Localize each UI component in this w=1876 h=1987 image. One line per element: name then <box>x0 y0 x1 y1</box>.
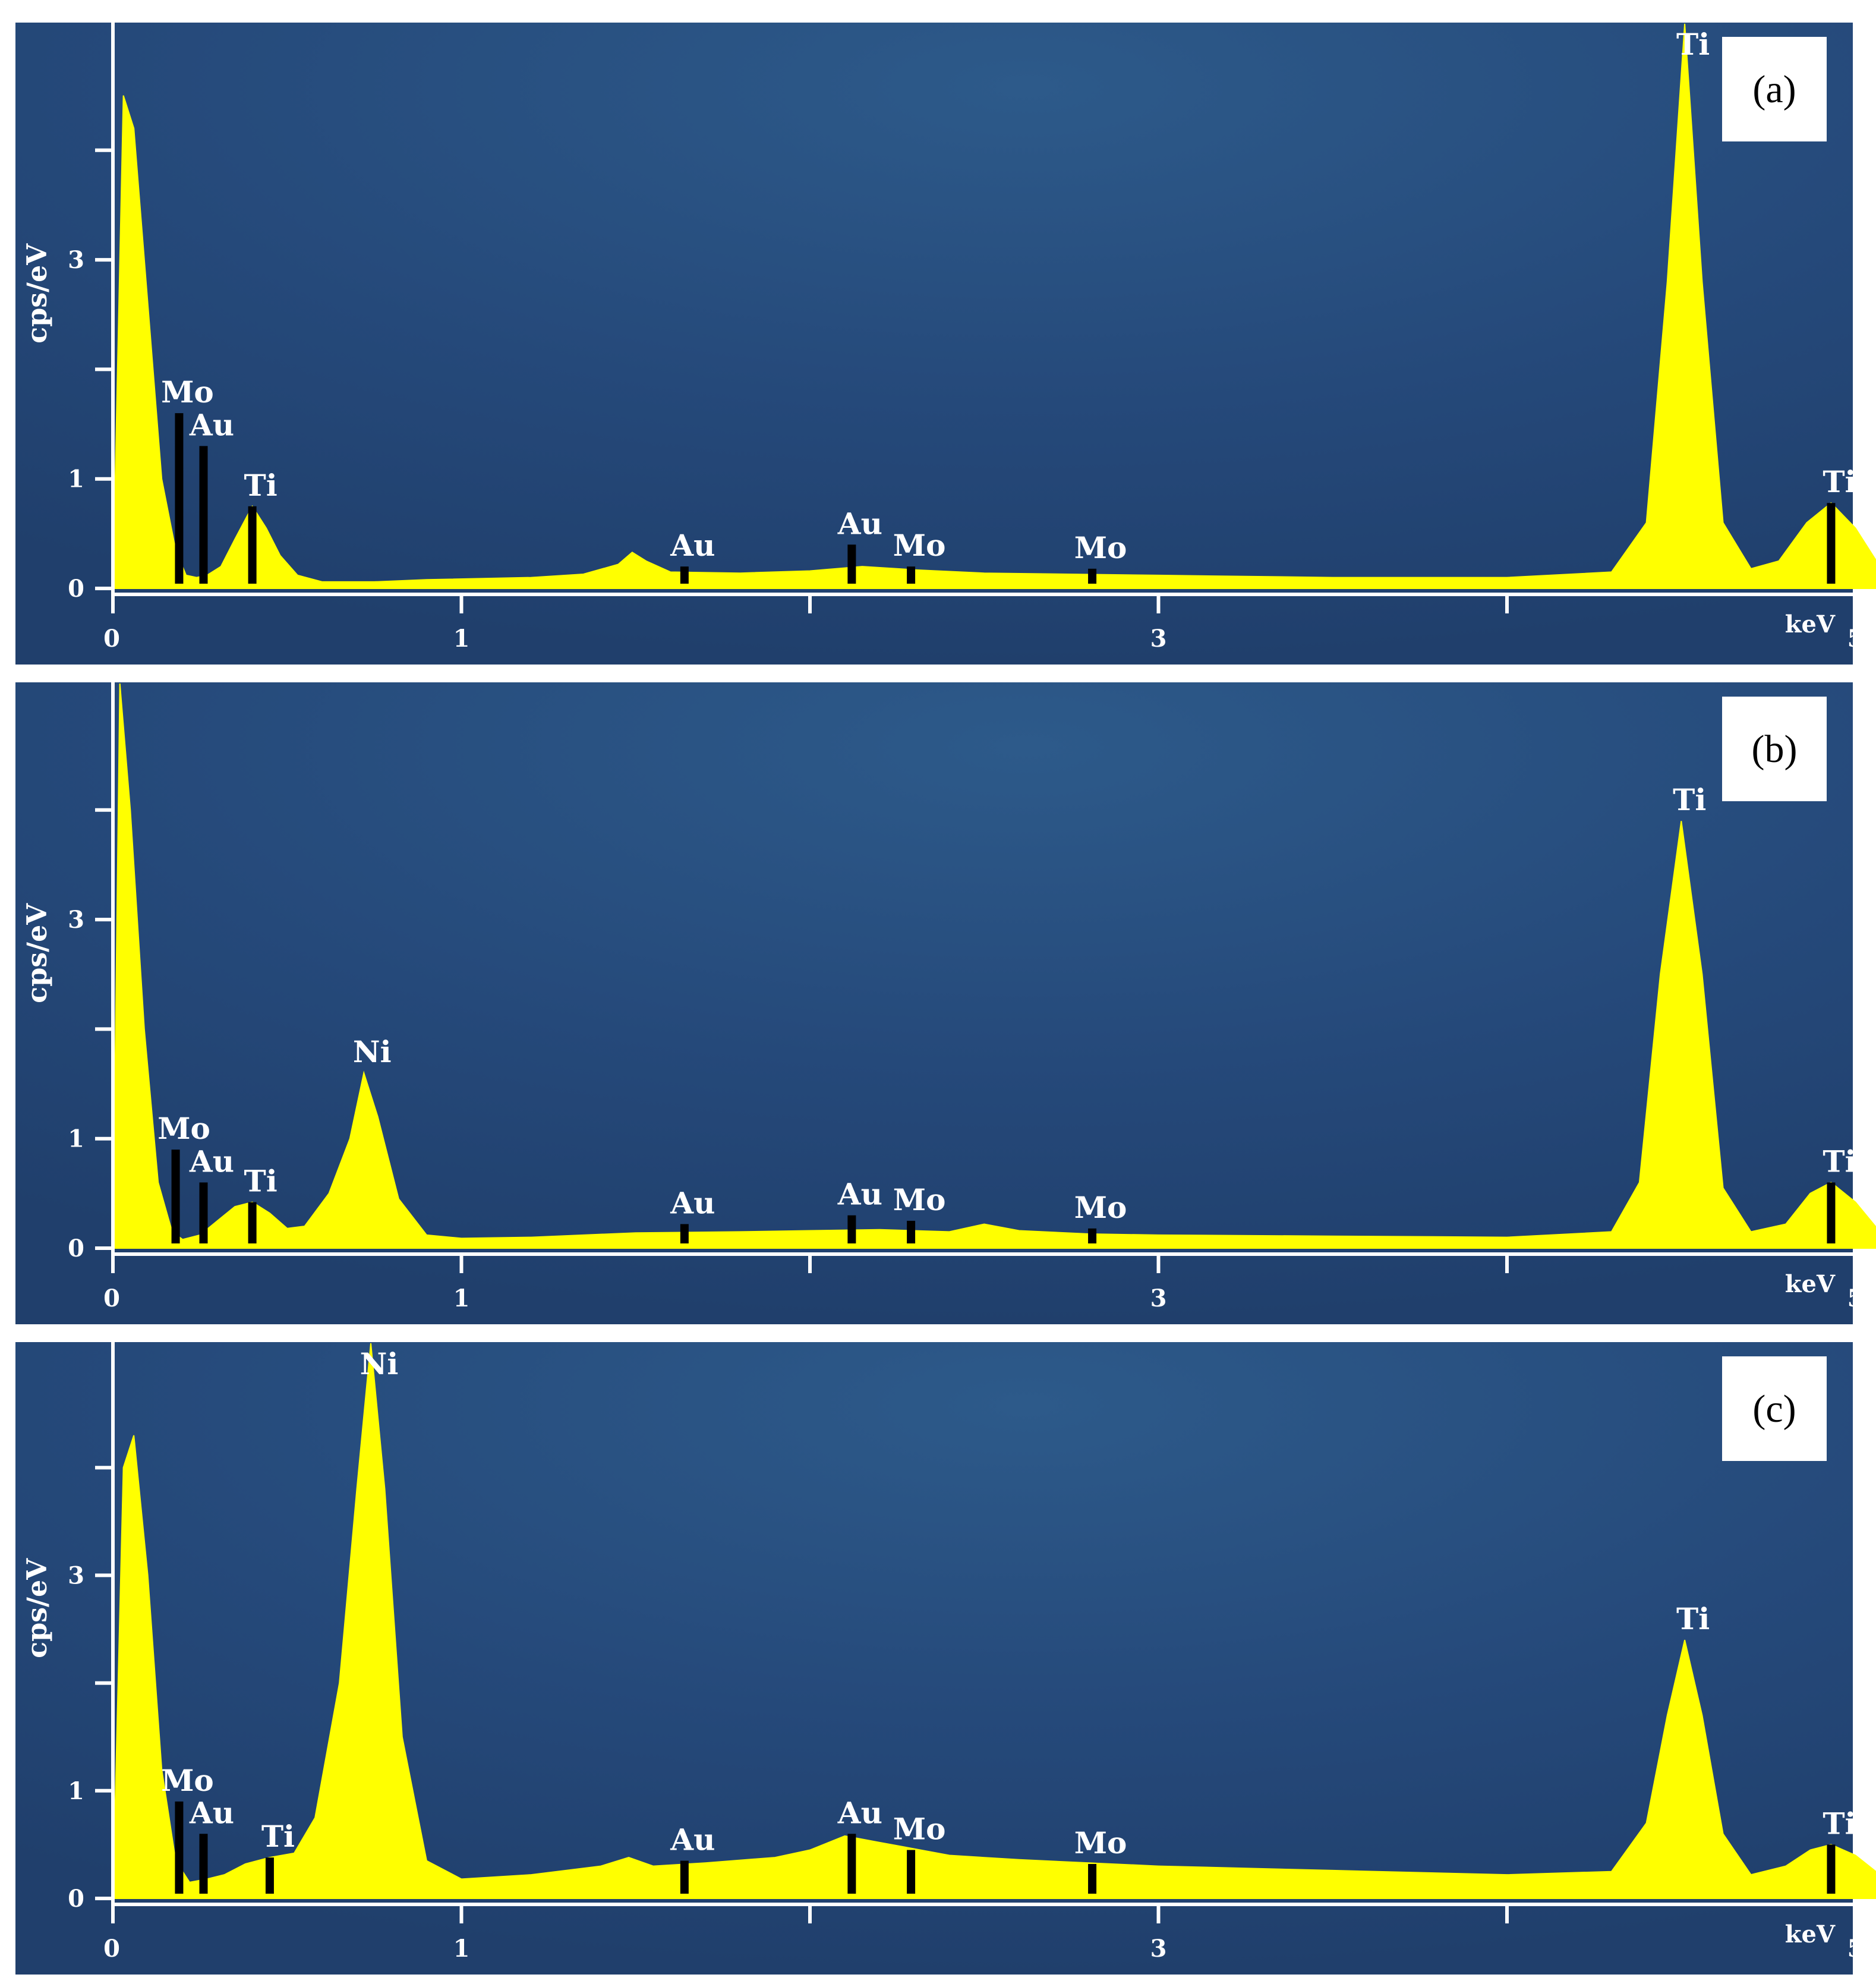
peak-marker <box>248 1202 257 1243</box>
peak-marker <box>1088 1864 1097 1894</box>
peak-label: Ti <box>244 1164 277 1199</box>
y-tick-label: 3 <box>68 1561 84 1589</box>
peak-marker <box>1827 503 1836 584</box>
x-tick-label: 3 <box>1150 625 1167 653</box>
spectrum-panel-1: 013579keV013cps/eVMoAuTiAuAuMoMoTiTiNiNi… <box>15 23 1876 665</box>
peak-marker <box>907 566 916 584</box>
peak-marker <box>1088 568 1097 584</box>
peak-marker <box>1827 1844 1836 1894</box>
y-axis-label: cps/eV <box>21 243 53 344</box>
peak-label: Au <box>670 528 715 563</box>
peak-marker <box>907 1850 916 1894</box>
peak-label: Au <box>837 1795 882 1830</box>
peak-marker <box>248 506 257 584</box>
peak-marker <box>847 1834 856 1894</box>
peak-label: Ti <box>1823 1806 1856 1841</box>
panel-label-box <box>1722 37 1827 141</box>
peak-label: Ti <box>1823 464 1856 499</box>
peak-marker <box>199 446 208 584</box>
x-tick-label: 5 <box>1847 1935 1864 1963</box>
peak-label: Mo <box>1074 1190 1127 1225</box>
x-axis-label: keV <box>1785 1920 1836 1948</box>
panel-label: (c) <box>1752 1387 1796 1431</box>
peak-marker <box>265 1857 274 1894</box>
panel-label-box <box>1722 1356 1827 1461</box>
x-tick-label: 5 <box>1847 1284 1864 1312</box>
peak-label: Ti <box>244 468 277 503</box>
peak-label: Au <box>670 1185 715 1220</box>
x-tick-label: 5 <box>1847 625 1864 653</box>
peak-label: Mo <box>1074 1825 1127 1860</box>
peak-label: Au <box>189 1144 234 1179</box>
y-tick-label: 3 <box>68 906 84 934</box>
peak-label: Au <box>189 1795 234 1830</box>
peak-label: Mo <box>1074 530 1127 565</box>
x-tick-label: 3 <box>1150 1935 1167 1963</box>
peak-label: Mo <box>161 1763 214 1798</box>
peak-marker <box>680 566 689 584</box>
y-tick-label: 1 <box>68 1777 84 1805</box>
x-axis-label: keV <box>1785 610 1836 638</box>
peak-marker <box>199 1834 208 1894</box>
y-tick-label: 0 <box>68 575 84 603</box>
peak-label: Au <box>189 407 234 442</box>
peak-label: Ti <box>1823 1144 1856 1179</box>
peak-label: Mo <box>893 1811 946 1846</box>
y-tick-label: 0 <box>68 1235 84 1262</box>
x-tick-label: 0 <box>103 1935 120 1963</box>
peak-label: Au <box>670 1822 715 1857</box>
peak-label: Ti <box>1676 27 1710 62</box>
peak-label: Ti <box>261 1819 295 1854</box>
peak-label: Ni <box>360 1346 399 1381</box>
peak-marker <box>680 1860 689 1894</box>
panel-label: (b) <box>1752 728 1798 771</box>
x-tick-label: 1 <box>453 1935 470 1963</box>
x-tick-label: 0 <box>103 625 120 653</box>
x-tick-label: 1 <box>453 1284 470 1312</box>
peak-marker <box>907 1220 916 1243</box>
peak-marker <box>680 1224 689 1243</box>
plot-background <box>15 23 1853 665</box>
spectrum-panel-3: 013579keV013cps/eVMoAuTiNiAuAuMoMoTiTiNi… <box>15 1342 1876 1975</box>
spectrum-area <box>112 1343 1876 1899</box>
peak-label: Ti <box>1676 1601 1710 1636</box>
peak-label: Au <box>837 506 882 541</box>
peak-marker <box>847 1215 856 1243</box>
peak-marker <box>175 1801 184 1894</box>
peak-marker <box>199 1182 208 1243</box>
spectrum-panel-2: 013579keV013cps/eVMoAuTiNiAuAuMoMoTiTiNi… <box>15 682 1876 1324</box>
peak-label: Mo <box>893 1182 946 1217</box>
peak-label: Mo <box>157 1111 210 1146</box>
peak-label: Au <box>837 1177 882 1212</box>
peak-label: Mo <box>161 374 214 410</box>
peak-label: Ni <box>353 1034 392 1069</box>
peak-marker <box>847 544 856 584</box>
peak-marker <box>171 1150 180 1243</box>
y-axis-label: cps/eV <box>21 903 53 1003</box>
y-tick-label: 1 <box>68 1125 84 1153</box>
peak-marker <box>1827 1182 1836 1243</box>
peak-marker <box>1088 1228 1097 1243</box>
y-tick-label: 3 <box>68 246 84 274</box>
panel-label: (a) <box>1752 68 1796 111</box>
x-tick-label: 3 <box>1150 1284 1167 1312</box>
y-tick-label: 1 <box>68 465 84 493</box>
y-tick-label: 0 <box>68 1885 84 1913</box>
x-tick-label: 1 <box>453 625 470 653</box>
spectrum-area <box>112 23 1876 589</box>
x-tick-label: 0 <box>103 1284 120 1312</box>
peak-marker <box>175 413 184 584</box>
peak-label: Ti <box>1673 782 1706 817</box>
peak-label: Mo <box>893 528 946 563</box>
y-axis-label: cps/eV <box>21 1558 53 1658</box>
x-axis-label: keV <box>1785 1270 1836 1298</box>
panel-label-box <box>1722 697 1827 801</box>
